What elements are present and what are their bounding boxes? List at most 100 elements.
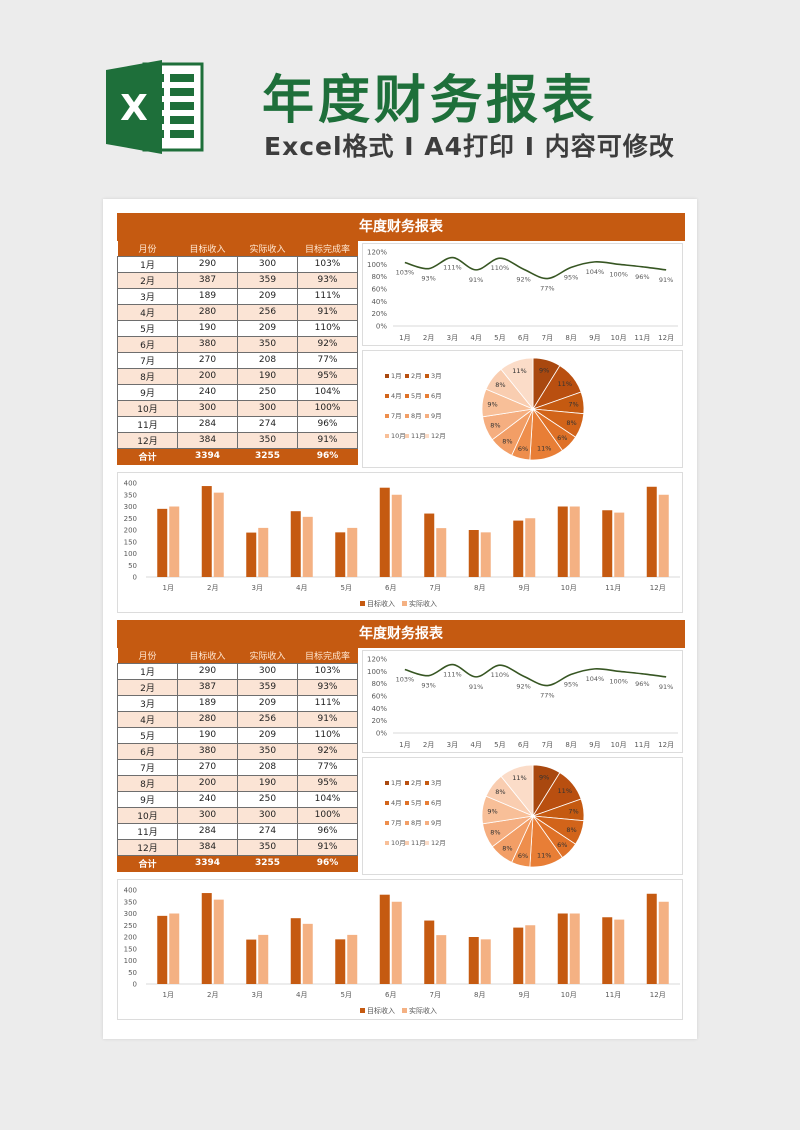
table-cell[interactable]: 190 (237, 774, 298, 792)
table-cell[interactable]: 350 (237, 335, 298, 353)
table-cell[interactable]: 2月 (117, 271, 178, 289)
table-cell[interactable]: 300 (237, 806, 298, 824)
table-cell[interactable]: 250 (237, 383, 298, 401)
table-cell[interactable]: 6月 (117, 335, 178, 353)
table-row: 2月 387 359 93% (117, 271, 358, 289)
table-cell[interactable]: 100% (297, 806, 358, 824)
table-cell[interactable]: 280 (177, 710, 238, 728)
table-cell[interactable]: 274 (237, 822, 298, 840)
table-cell[interactable]: 103% (297, 662, 358, 680)
table-cell[interactable]: 280 (177, 303, 238, 321)
table-cell[interactable]: 110% (297, 726, 358, 744)
table-cell[interactable]: 9月 (117, 790, 178, 808)
table-cell[interactable]: 3月 (117, 287, 178, 305)
table-cell[interactable]: 111% (297, 287, 358, 305)
table-cell[interactable]: 91% (297, 838, 358, 856)
table-cell[interactable]: 111% (297, 694, 358, 712)
table-cell[interactable]: 95% (297, 774, 358, 792)
table-cell[interactable]: 290 (177, 662, 238, 680)
table-cell[interactable]: 384 (177, 431, 238, 449)
table-cell[interactable]: 384 (177, 838, 238, 856)
table-cell[interactable]: 104% (297, 383, 358, 401)
table-cell[interactable]: 77% (297, 351, 358, 369)
table-cell[interactable]: 8月 (117, 774, 178, 792)
table-cell[interactable]: 92% (297, 335, 358, 353)
table-cell[interactable]: 209 (237, 694, 298, 712)
table-cell[interactable]: 10月 (117, 399, 178, 417)
table-cell[interactable]: 200 (177, 774, 238, 792)
table-cell[interactable]: 5月 (117, 319, 178, 337)
legend-label: 7月 (391, 412, 402, 420)
y-tick-label: 200 (124, 527, 137, 535)
table-cell[interactable]: 359 (237, 271, 298, 289)
table-cell[interactable]: 300 (177, 806, 238, 824)
table-cell[interactable]: 95% (297, 367, 358, 385)
table-cell[interactable]: 8月 (117, 367, 178, 385)
table-cell[interactable]: 91% (297, 303, 358, 321)
table-cell[interactable]: 300 (177, 399, 238, 417)
table-cell[interactable]: 256 (237, 710, 298, 728)
table-cell[interactable]: 209 (237, 726, 298, 744)
table-cell[interactable]: 100% (297, 399, 358, 417)
table-cell[interactable]: 209 (237, 319, 298, 337)
table-cell[interactable]: 91% (297, 710, 358, 728)
table-cell[interactable]: 189 (177, 287, 238, 305)
table-cell[interactable]: 200 (177, 367, 238, 385)
table-cell[interactable]: 387 (177, 678, 238, 696)
table-cell[interactable]: 240 (177, 790, 238, 808)
table-cell[interactable]: 284 (177, 822, 238, 840)
table-cell[interactable]: 1月 (117, 662, 178, 680)
table-cell[interactable]: 270 (177, 758, 238, 776)
table-cell[interactable]: 189 (177, 694, 238, 712)
table-cell[interactable]: 7月 (117, 758, 178, 776)
table-cell[interactable]: 284 (177, 415, 238, 433)
table-cell[interactable]: 93% (297, 271, 358, 289)
table-cell[interactable]: 208 (237, 758, 298, 776)
table-cell[interactable]: 6月 (117, 742, 178, 760)
table-cell[interactable]: 209 (237, 287, 298, 305)
table-cell[interactable]: 290 (177, 255, 238, 273)
table-cell[interactable]: 380 (177, 335, 238, 353)
table-cell[interactable]: 300 (237, 255, 298, 273)
table-cell[interactable]: 91% (297, 431, 358, 449)
table-cell[interactable]: 92% (297, 742, 358, 760)
table-cell[interactable]: 380 (177, 742, 238, 760)
table-cell[interactable]: 12月 (117, 431, 178, 449)
table-cell[interactable]: 103% (297, 255, 358, 273)
table-cell[interactable]: 3月 (117, 694, 178, 712)
table-cell[interactable]: 350 (237, 742, 298, 760)
table-cell[interactable]: 5月 (117, 726, 178, 744)
table-cell[interactable]: 96% (297, 415, 358, 433)
table-cell[interactable]: 10月 (117, 806, 178, 824)
table-cell[interactable]: 190 (177, 319, 238, 337)
table-cell[interactable]: 93% (297, 678, 358, 696)
table-cell[interactable]: 9月 (117, 383, 178, 401)
table-cell[interactable]: 11月 (117, 822, 178, 840)
table-cell[interactable]: 96% (297, 822, 358, 840)
table-cell[interactable]: 350 (237, 838, 298, 856)
table-cell[interactable]: 4月 (117, 303, 178, 321)
table-cell[interactable]: 350 (237, 431, 298, 449)
table-cell[interactable]: 274 (237, 415, 298, 433)
table-cell[interactable]: 387 (177, 271, 238, 289)
table-cell[interactable]: 190 (237, 367, 298, 385)
table-cell[interactable]: 2月 (117, 678, 178, 696)
table-cell[interactable]: 208 (237, 351, 298, 369)
table-cell[interactable]: 4月 (117, 710, 178, 728)
table-cell[interactable]: 256 (237, 303, 298, 321)
table-cell[interactable]: 300 (237, 662, 298, 680)
table-cell[interactable]: 190 (177, 726, 238, 744)
table-cell[interactable]: 1月 (117, 255, 178, 273)
table-cell[interactable]: 359 (237, 678, 298, 696)
table-cell[interactable]: 11月 (117, 415, 178, 433)
table-cell[interactable]: 250 (237, 790, 298, 808)
legend-label: 12月 (431, 839, 446, 847)
table-cell[interactable]: 240 (177, 383, 238, 401)
table-cell[interactable]: 270 (177, 351, 238, 369)
table-cell[interactable]: 7月 (117, 351, 178, 369)
table-cell[interactable]: 110% (297, 319, 358, 337)
table-cell[interactable]: 12月 (117, 838, 178, 856)
table-cell[interactable]: 300 (237, 399, 298, 417)
table-cell[interactable]: 104% (297, 790, 358, 808)
table-cell[interactable]: 77% (297, 758, 358, 776)
